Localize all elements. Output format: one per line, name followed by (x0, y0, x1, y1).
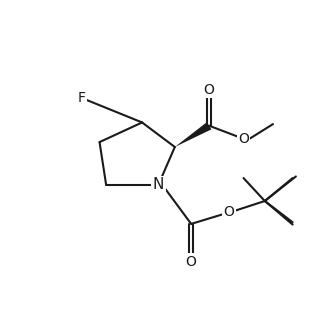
Polygon shape (175, 122, 212, 147)
Text: O: O (186, 254, 197, 269)
Text: O: O (223, 206, 234, 219)
Text: O: O (238, 132, 249, 146)
Text: F: F (78, 91, 85, 105)
Text: N: N (153, 177, 164, 192)
Text: O: O (204, 83, 214, 97)
